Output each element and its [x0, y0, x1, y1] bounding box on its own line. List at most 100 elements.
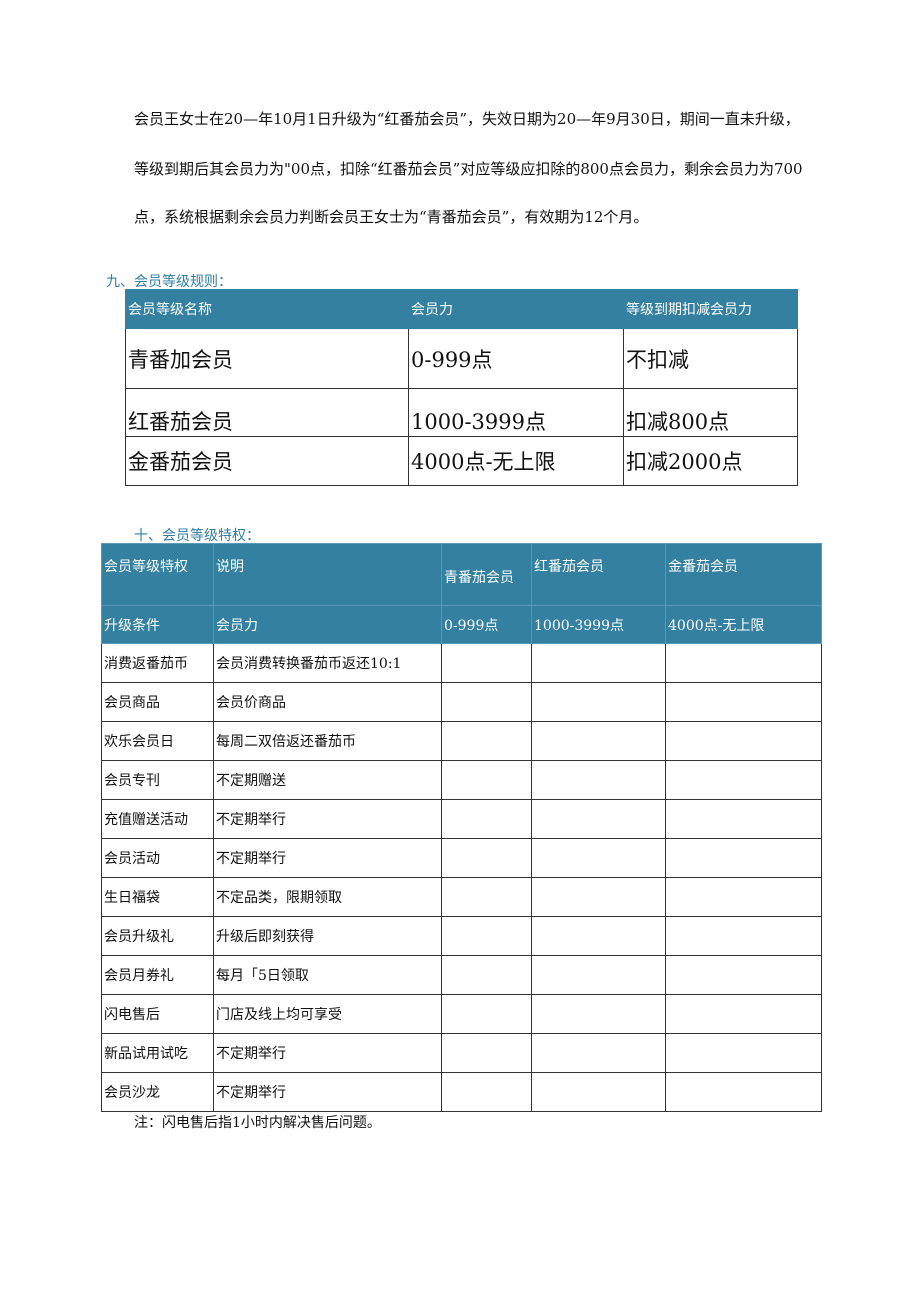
cell: [441, 799, 532, 839]
cell: [531, 838, 666, 878]
table-row: 闪电售后 门店及线上均可享受: [101, 994, 822, 1034]
cell: [441, 760, 532, 800]
subheader-cell: 1000-3999点: [531, 605, 666, 644]
cell: [665, 760, 822, 800]
cell: [665, 955, 822, 995]
cell: 每月「5日领取: [213, 955, 442, 995]
cell: 会员沙龙: [101, 1072, 214, 1112]
col-header: 红番茄会员: [531, 543, 666, 606]
level-rules-table: 会员等级名称 会员力 等级到期扣减会员力 青番加会员 0-999点 不扣减 红番茄会员 1…: [125, 289, 798, 486]
cell: 充值赠送活动: [101, 799, 214, 839]
cell: [665, 838, 822, 878]
cell: 0-999点: [408, 328, 624, 389]
cell: [441, 877, 532, 917]
cell: 红番茄会员: [125, 388, 409, 437]
col-header: 会员力: [408, 289, 624, 329]
paragraph-line: 等级到期后其会员力为"00点，扣除“红番茄会员”对应等级应扣除的800点会员力，…: [134, 160, 803, 178]
cell: 不定期举行: [213, 838, 442, 878]
table-row: 会员沙龙 不定期举行: [101, 1072, 822, 1112]
cell: 会员活动: [101, 838, 214, 878]
cell: 扣减2000点: [623, 436, 798, 486]
cell: [441, 643, 532, 683]
table-row: 会员月券礼 每月「5日领取: [101, 955, 822, 995]
table-row: 金番茄会员 4000点-无上限 扣减2000点: [125, 436, 798, 486]
cell: [441, 721, 532, 761]
subheader-cell: 会员力: [213, 605, 442, 644]
cell: [665, 799, 822, 839]
cell: [531, 682, 666, 722]
col-header: 会员等级特权: [101, 543, 214, 606]
cell: [441, 1072, 532, 1112]
cell: 会员升级礼: [101, 916, 214, 956]
table-row: 青番加会员 0-999点 不扣减: [125, 328, 798, 389]
cell: [531, 721, 666, 761]
cell: [665, 916, 822, 956]
cell: [665, 877, 822, 917]
table-row: 充值赠送活动 不定期举行: [101, 799, 822, 839]
cell: [665, 994, 822, 1034]
cell: [665, 1033, 822, 1073]
cell: [665, 1072, 822, 1112]
cell: [531, 1072, 666, 1112]
cell: [665, 643, 822, 683]
cell: [441, 838, 532, 878]
cell: 会员专刊: [101, 760, 214, 800]
cell: [531, 955, 666, 995]
cell: 不定品类，限期领取: [213, 877, 442, 917]
cell: 青番加会员: [125, 328, 409, 389]
cell: 不定期举行: [213, 1072, 442, 1112]
cell: 会员月券礼: [101, 955, 214, 995]
table-row: 消费返番茄币 会员消费转换番茄币返还10:1: [101, 643, 822, 683]
table-row: 会员商品 会员价商品: [101, 682, 822, 722]
cell: 不定期赠送: [213, 760, 442, 800]
cell: [531, 1033, 666, 1073]
cell: [441, 1033, 532, 1073]
col-header: 青番茄会员: [441, 543, 532, 606]
table-row: 红番茄会员 1000-3999点 扣减800点: [125, 388, 798, 437]
section9-title: 九、会员等级规则：: [106, 274, 232, 290]
cell: [665, 682, 822, 722]
table-row: 会员专刊 不定期赠送: [101, 760, 822, 800]
cell: [441, 994, 532, 1034]
col-header: 会员等级名称: [125, 289, 409, 329]
cell: 欢乐会员日: [101, 721, 214, 761]
cell: 会员价商品: [213, 682, 442, 722]
subheader-cell: 4000点-无上限: [665, 605, 822, 644]
cell: 门店及线上均可享受: [213, 994, 442, 1034]
cell: 不定期举行: [213, 799, 442, 839]
cell: [441, 955, 532, 995]
cell: 不定期举行: [213, 1033, 442, 1073]
table-row: 新品试用试吃 不定期举行: [101, 1033, 822, 1073]
table-row: 欢乐会员日 每周二双倍返还番茄币: [101, 721, 822, 761]
cell: [531, 916, 666, 956]
cell: [531, 799, 666, 839]
section10-title: 十、会员等级特权：: [134, 528, 260, 544]
cell: [531, 994, 666, 1034]
table-row: 会员升级礼 升级后即刻获得: [101, 916, 822, 956]
table-row: 会员活动 不定期举行: [101, 838, 822, 878]
col-header: 说明: [213, 543, 442, 606]
cell: [531, 877, 666, 917]
subheader-cell: 0-999点: [441, 605, 532, 644]
cell: 升级后即刻获得: [213, 916, 442, 956]
cell: [441, 682, 532, 722]
col-header: 等级到期扣减会员力: [623, 289, 798, 329]
cell: 每周二双倍返还番茄币: [213, 721, 442, 761]
cell: [531, 643, 666, 683]
cell: [665, 721, 822, 761]
cell: [441, 916, 532, 956]
cell: 生日福袋: [101, 877, 214, 917]
cell: 扣减800点: [623, 388, 798, 437]
cell: 会员消费转换番茄币返还10:1: [213, 643, 442, 683]
paragraph-line: 会员王女士在20—年10月1日升级为“红番茄会员”，失效日期为20—年9月30日…: [134, 110, 800, 128]
cell: 金番茄会员: [125, 436, 409, 486]
table-row: 生日福袋 不定品类，限期领取: [101, 877, 822, 917]
footnote: 注：闪电售后指1小时内解决售后问题。: [134, 1115, 381, 1131]
cell: 不扣减: [623, 328, 798, 389]
cell: 消费返番茄币: [101, 643, 214, 683]
privileges-table: 会员等级特权 说明 青番茄会员 红番茄会员 金番茄会员 升级条件 会员力 0-9…: [101, 543, 822, 1112]
subheader-cell: 升级条件: [101, 605, 214, 644]
cell: 会员商品: [101, 682, 214, 722]
cell: 新品试用试吃: [101, 1033, 214, 1073]
cell: 闪电售后: [101, 994, 214, 1034]
